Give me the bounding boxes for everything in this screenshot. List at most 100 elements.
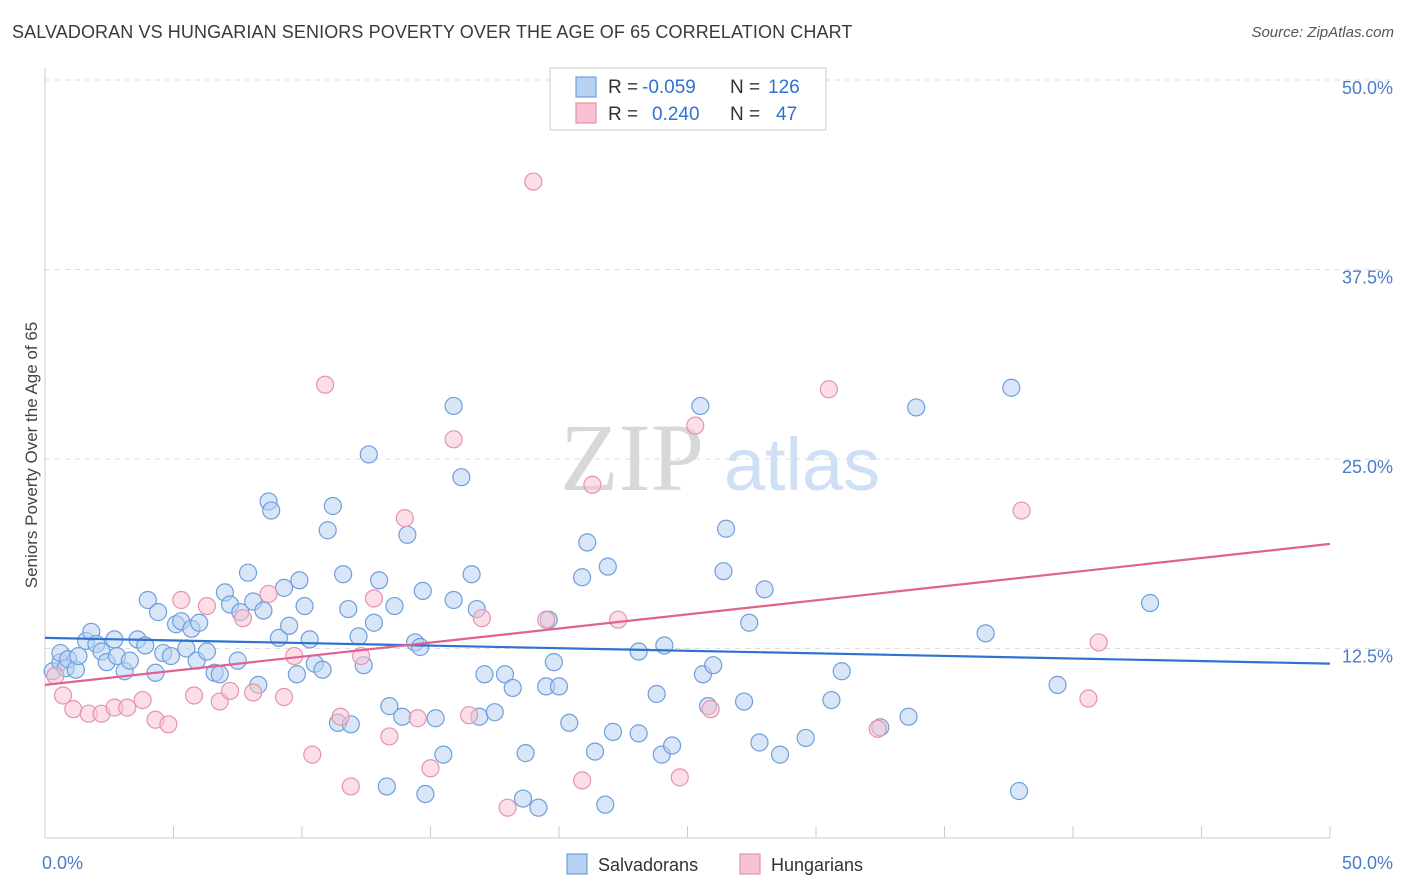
hungarian-point-2 (64, 700, 83, 719)
salvadoran-point-71 (426, 709, 445, 728)
salvadoran-point-44 (280, 616, 299, 635)
hungarian-point-46 (1089, 633, 1108, 652)
salvadoran-point-122 (1009, 781, 1029, 801)
hungarian-point-44 (1012, 501, 1031, 520)
salvadoran-point-15 (120, 651, 139, 670)
legend-n-value-1: 126 (768, 77, 800, 98)
hungarian-point-30 (444, 430, 463, 449)
chart-title: SALVADORAN VS HUNGARIAN SENIORS POVERTY … (12, 22, 853, 42)
hungarian-point-45 (1079, 689, 1098, 708)
salvadoran-point-18 (138, 590, 157, 610)
salvadoran-point-65 (393, 707, 412, 726)
bottom-legend-label-hungarians: Hungarians (771, 855, 863, 875)
salvadoran-point-75 (452, 468, 471, 487)
bottom-legend-label-salvadorans: Salvadorans (598, 855, 698, 875)
hungarian-point-0 (46, 666, 65, 685)
salvadoran-point-55 (339, 599, 358, 619)
salvadoran-point-95 (598, 557, 617, 576)
legend-r-label-1: R = (608, 77, 638, 98)
watermark: ZIP atlas (560, 404, 880, 511)
salvadoran-point-99 (647, 684, 666, 704)
salvadoran-point-119 (907, 398, 926, 417)
salvadoran-point-104 (691, 396, 710, 416)
hungarian-point-29 (421, 759, 440, 778)
salvadoran-point-43 (274, 578, 294, 597)
salvadoran-point-116 (832, 662, 851, 681)
salvadoran-point-48 (300, 630, 319, 649)
hungarian-point-23 (341, 777, 360, 796)
legend: R = -0.059 N = 126 R = 0.240 N = 47 (549, 67, 827, 131)
salvadoran-point-79 (475, 665, 494, 684)
salvadoran-point-31 (210, 665, 229, 684)
salvadoran-point-52 (323, 496, 342, 516)
salvadoran-point-50 (313, 660, 332, 679)
hungarian-point-16 (244, 683, 263, 702)
legend-r-value-1: -0.059 (642, 77, 696, 98)
salvadoran-point-57 (349, 627, 368, 646)
salvadoran-point-69 (413, 581, 432, 600)
salvadoran-point-98 (629, 724, 648, 743)
hungarian-point-25 (364, 589, 384, 608)
legend-swatch-blue (575, 76, 597, 98)
salvadoran-point-63 (380, 697, 399, 716)
hungarian-point-22 (331, 707, 350, 726)
salvadoran-point-17 (136, 636, 155, 655)
hungarian-point-1 (53, 686, 73, 705)
hungarian-point-20 (303, 745, 322, 764)
salvadoran-point-22 (161, 646, 181, 666)
y-axis-title: Seniors Poverty Over the Age of 65 (22, 322, 41, 588)
salvadoran-point-51 (318, 521, 337, 540)
salvadoran-trend-line (44, 636, 1331, 665)
salvadoran-point-84 (516, 744, 535, 763)
salvadoran-point-41 (262, 501, 281, 520)
salvadoran-point-81 (495, 665, 515, 684)
hungarian-point-33 (498, 798, 517, 817)
salvadoran-point-66 (398, 525, 417, 544)
hungarian-point-43 (868, 719, 887, 738)
salvadoran-point-108 (716, 519, 736, 538)
grid-lines (45, 79, 1395, 649)
salvadoran-point-102 (662, 736, 682, 755)
salvadoran-point-64 (385, 596, 404, 616)
hungarian-point-7 (133, 690, 152, 710)
salvadoran-point-97 (629, 642, 648, 661)
salvadoran-point-28 (190, 613, 209, 632)
y-tick-label-1: 25.0% (1342, 457, 1393, 477)
scatter-points (43, 172, 1160, 817)
hungarian-point-41 (701, 700, 720, 719)
salvadoran-point-88 (544, 653, 563, 672)
salvadoran-point-124 (1140, 593, 1160, 613)
salvadoran-point-96 (603, 722, 623, 741)
tick-labels: 12.5% 25.0% 37.5% 50.0% 0.0% 50.0% (42, 78, 1393, 873)
y-tick-label-0: 12.5% (1342, 647, 1393, 667)
hungarian-point-42 (819, 380, 838, 399)
salvadoran-point-107 (714, 562, 733, 581)
x-tick-label-max: 50.0% (1342, 853, 1393, 873)
hungarian-point-12 (197, 596, 217, 616)
salvadoran-point-114 (796, 728, 815, 748)
hungarian-point-26 (380, 727, 399, 746)
salvadoran-point-120 (976, 624, 995, 643)
hungarian-point-24 (352, 646, 371, 666)
hungarian-point-17 (259, 584, 278, 604)
salvadoran-point-112 (755, 580, 774, 599)
hungarian-point-11 (184, 686, 204, 705)
salvadoran-point-70 (416, 784, 435, 804)
salvadoran-point-94 (596, 795, 615, 814)
salvadoran-point-91 (573, 568, 592, 587)
salvadoran-point-29 (197, 642, 217, 661)
salvadoran-point-106 (704, 656, 723, 675)
salvadoran-point-90 (560, 713, 579, 732)
salvadoran-point-111 (750, 733, 769, 752)
y-tick-label-2: 37.5% (1342, 268, 1393, 288)
hungarian-point-35 (537, 610, 556, 629)
hungarian-point-36 (573, 771, 592, 790)
salvadoran-point-54 (334, 565, 353, 584)
salvadoran-point-39 (254, 601, 273, 620)
salvadoran-point-115 (822, 690, 841, 710)
source-label: Source: ZipAtlas.com (1251, 24, 1394, 41)
salvadoran-point-47 (295, 596, 314, 616)
salvadoran-point-46 (290, 571, 309, 590)
hungarian-point-37 (583, 475, 602, 494)
